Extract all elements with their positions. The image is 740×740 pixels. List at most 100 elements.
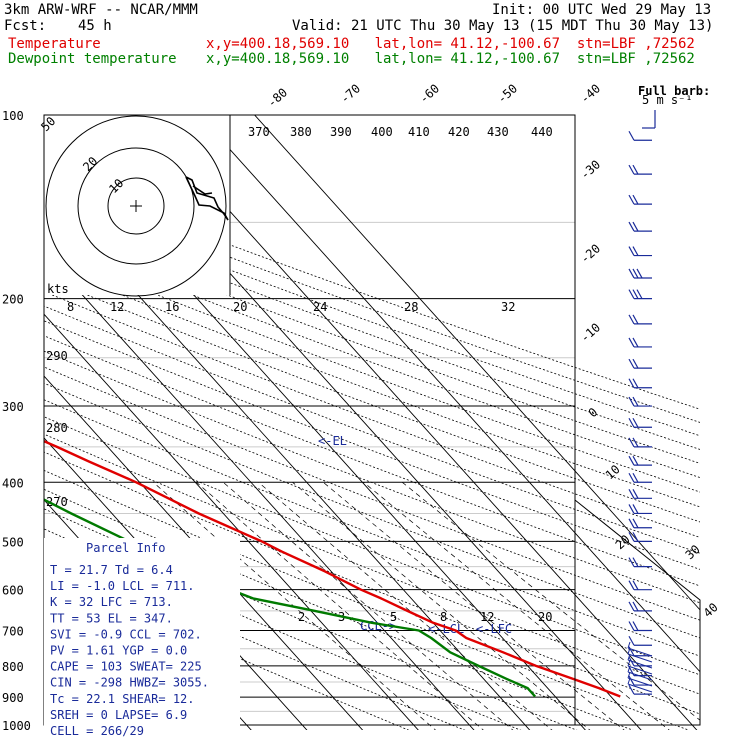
isotherm-line <box>44 251 475 730</box>
parcel-info-row: T = 21.7 Td = 6.4 <box>50 563 173 577</box>
wind-barb-flag <box>628 268 635 279</box>
theta-label: 400 <box>371 125 393 139</box>
pressure-tick-label: 600 <box>2 584 24 598</box>
dewpoint-location: x,y=400.18,569.10 lat,lon= 41.12,-100.67… <box>206 51 695 67</box>
pressure-tick-label: 200 <box>2 293 24 307</box>
dry-adiabat <box>44 173 700 410</box>
dry-adiabat <box>44 382 700 639</box>
isotherm-line <box>44 375 364 730</box>
mixing-ratio-line <box>258 482 553 730</box>
mixing-ratio-line <box>363 482 670 730</box>
wind-barb-flag <box>628 504 635 514</box>
parcel-info-row: K = 32 LFC = 713. <box>50 595 173 609</box>
wind-barb <box>628 358 652 369</box>
mixing-ratio-label: 8 <box>67 300 74 314</box>
parcel-info-row: Tc = 22.1 SHEAR= 12. <box>50 692 195 706</box>
parcel-info-row: CELL = 266/29 <box>50 724 144 738</box>
wind-barb-flag <box>628 378 635 389</box>
wind-barb-flag <box>628 289 635 299</box>
hodograph-ring <box>77 147 195 265</box>
mixing-ratio-label: 28 <box>404 300 418 314</box>
wind-barb-flag <box>632 504 639 514</box>
isotherm-label: -50 <box>495 81 520 106</box>
mixing-ratio-label: 24 <box>313 300 327 314</box>
wind-barb <box>628 194 652 205</box>
wind-barb-flag <box>632 417 639 428</box>
dry-adiabat <box>44 350 700 604</box>
dry-adiabat <box>44 488 634 730</box>
theta-label: 440 <box>531 125 553 139</box>
hodograph-trace <box>185 176 229 221</box>
mixing-ratio-label: 32 <box>501 300 515 314</box>
wind-barb-flag <box>632 396 639 407</box>
isotherm-label: 20 <box>613 532 633 552</box>
mixing-ratio-label: 16 <box>165 300 179 314</box>
wind-barb-flag <box>628 314 635 325</box>
pressure-tick-label: 800 <box>2 660 24 674</box>
surface-wind-barb <box>627 671 653 687</box>
wind-barb-flag <box>632 580 639 590</box>
wind-barb-flag <box>628 337 635 348</box>
wind-barb-flag <box>628 437 635 448</box>
isotherm-line <box>198 115 700 673</box>
wind-barb-flag <box>628 455 635 466</box>
wind-barb-flag <box>632 221 639 232</box>
mixing-ratio-label: 8 <box>440 610 447 624</box>
isotherm-label: -20 <box>578 241 603 266</box>
lfc-marker: <-LFC <box>476 622 512 636</box>
wind-barb-flag <box>632 164 639 175</box>
wind-barb-flag <box>628 675 635 686</box>
el-marker: <-EL <box>318 434 347 448</box>
forecast-hour: 45 h <box>78 18 112 34</box>
wind-barb <box>628 472 652 483</box>
parcel-info-row: CIN = -298 HWBZ= 3055. <box>50 676 209 690</box>
dry-adiabat <box>44 263 700 508</box>
pressure-tick-label: 400 <box>2 476 24 490</box>
hodograph-ring <box>45 115 227 297</box>
mixing-ratio-label: 12 <box>110 300 124 314</box>
wind-barb-flag <box>632 621 639 631</box>
wind-barb <box>628 675 652 686</box>
wind-barb <box>628 518 652 529</box>
temperature-profile <box>44 439 621 698</box>
wind-barb <box>628 621 652 632</box>
hodograph-ring <box>107 177 165 235</box>
isotherm-label: -10 <box>578 320 603 345</box>
wind-barb <box>628 557 652 568</box>
surface-wind-barb <box>627 665 653 681</box>
mixing-ratio-line <box>292 482 591 730</box>
wind-barb <box>628 378 652 389</box>
wind-barb-flag <box>632 518 639 529</box>
wind-barb-flag <box>628 221 635 232</box>
mixing-ratio-label: 20 <box>538 610 552 624</box>
wind-barb-flag <box>632 532 639 542</box>
wind-barb-flag <box>632 246 639 256</box>
isotherm-label: 30 <box>683 542 703 562</box>
isotherm-label: -40 <box>578 81 603 106</box>
init-time: Init: 00 UTC Wed 29 May 13 <box>492 2 712 18</box>
wind-barb-flag <box>632 378 639 389</box>
barb-legend-value: 5 m s⁻¹ <box>642 93 693 107</box>
dry-adiabat <box>44 366 700 621</box>
wind-barb-flag <box>628 601 635 612</box>
wind-barb-flag <box>628 194 635 205</box>
wind-barb-flag <box>628 130 635 141</box>
dry-adiabat <box>44 223 700 464</box>
wind-barb <box>628 130 652 141</box>
isotherm-label: 40 <box>701 600 721 620</box>
mixing-ratio-label: 5 <box>390 610 397 624</box>
theta-label: 280 <box>46 421 68 435</box>
theta-label: 420 <box>448 125 470 139</box>
wind-barb <box>628 396 652 407</box>
theta-label: 290 <box>46 349 68 363</box>
wind-barb <box>628 601 652 612</box>
surface-wind-barb <box>627 653 653 669</box>
wind-barb <box>628 684 652 695</box>
dry-adiabat <box>44 291 700 538</box>
wind-barb <box>628 246 652 257</box>
dry-adiabat <box>44 451 700 715</box>
wind-barb <box>628 268 652 279</box>
wind-barb <box>628 504 652 515</box>
